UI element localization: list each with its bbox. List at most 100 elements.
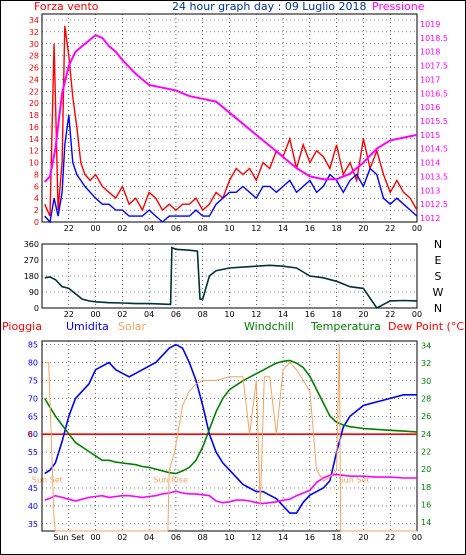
x-tick-label: 20 xyxy=(358,224,368,233)
climate-series xyxy=(42,343,418,532)
sun-event-label: Sun Set xyxy=(339,476,370,485)
x-tick-label: 00 xyxy=(90,310,100,319)
humidity-tick-label: 75 xyxy=(28,376,38,385)
x-tick-label: 00 xyxy=(90,224,100,233)
x-tick-label: 18 xyxy=(332,533,342,542)
sun-event-label: Sun Set xyxy=(32,476,63,485)
solar-line xyxy=(44,344,417,532)
x-tick-label: 02 xyxy=(117,224,127,233)
left-tick-label: 6 xyxy=(34,182,39,191)
left-tick-label: 2 xyxy=(34,206,39,215)
direction-tick-label: 90 xyxy=(29,288,39,297)
right-tick-label: 1013.5 xyxy=(420,172,448,181)
temp-tick-label: 28 xyxy=(421,394,431,403)
x-tick-label: 16 xyxy=(305,224,315,233)
humidity-tick-label: 40 xyxy=(28,502,38,511)
humidity-tick-label: 65 xyxy=(28,412,38,421)
x-tick-label: 00 xyxy=(412,310,422,319)
gust-line xyxy=(44,25,418,217)
left-tick-label: 0 xyxy=(34,218,39,227)
x-tick-label: 18 xyxy=(332,224,342,233)
right-tick-label: 1016.5 xyxy=(420,89,448,98)
compass-w-label: W xyxy=(433,286,444,299)
right-tick-label: 1018.5 xyxy=(420,34,448,43)
left-tick-label: 4 xyxy=(34,194,39,203)
right-tick-label: 1017.5 xyxy=(420,62,448,71)
left-tick-label: 14 xyxy=(29,135,39,144)
x-tick-label: 02 xyxy=(117,310,127,319)
wind-x-axis: 22 00 02 04 06 08 10 12 14 16 18 20 22 00 xyxy=(64,224,422,233)
x-tick-label: 18 xyxy=(332,310,342,319)
compass-n-label: N xyxy=(434,238,442,251)
x-tick-label: 20 xyxy=(358,533,368,542)
temp-tick-label: 18 xyxy=(421,483,431,492)
x-tick-label: 10 xyxy=(224,533,234,542)
direction-series xyxy=(44,246,418,310)
x-tick-label: 22 xyxy=(385,310,395,319)
left-tick-label: 34 xyxy=(29,16,39,25)
climate-x-axis: Sun Set 00 02 04 06 08 10 12 14 16 18 20 22 00 xyxy=(53,533,422,542)
x-tick-label: 06 xyxy=(171,224,181,233)
dewpoint-line xyxy=(44,473,417,505)
humidity-tick-label: 85 xyxy=(28,341,38,350)
x-tick-label: 10 xyxy=(224,310,234,319)
humidity-label: Umidita xyxy=(66,320,109,333)
x-tick-label: 22 xyxy=(385,224,395,233)
humidity-tick-label: 50 xyxy=(28,466,38,475)
x-tick-label: 00 xyxy=(412,533,422,542)
x-tick-label: 08 xyxy=(198,533,208,542)
wind-speed-label: Forza vento xyxy=(34,0,99,13)
direction-tick-label: 360 xyxy=(24,240,39,249)
x-tick-label: 00 xyxy=(90,533,100,542)
x-tick-label: 22 xyxy=(64,310,74,319)
x-tick-label: 04 xyxy=(144,224,154,233)
x-tick-label: 04 xyxy=(144,310,154,319)
left-tick-label: 20 xyxy=(29,99,39,108)
sun-event-label: Sun Rise xyxy=(153,476,188,485)
temp-tick-label: 34 xyxy=(421,341,431,350)
humidity-left-axis: 35 40 45 50 55 60 65 70 75 80 85 0 xyxy=(27,341,38,529)
humidity-tick-label: 55 xyxy=(28,448,38,457)
left-tick-label: 8 xyxy=(34,170,39,179)
rain-label: Pioggia xyxy=(2,320,42,333)
direction-tick-label: 270 xyxy=(24,256,39,265)
x-tick-label: 12 xyxy=(251,310,261,319)
left-tick-label: 12 xyxy=(29,147,39,156)
temp-tick-label: 24 xyxy=(421,430,431,439)
rain-zero-label: 0 xyxy=(27,430,32,439)
temperature-right-axis: 14 16 18 20 22 24 26 28 30 32 34 xyxy=(421,341,431,527)
temperature-line xyxy=(44,359,418,475)
x-tick-label: 14 xyxy=(278,533,288,542)
temp-tick-label: 20 xyxy=(421,465,431,474)
right-tick-label: 1014 xyxy=(420,159,440,168)
humidity-tick-label: 70 xyxy=(28,394,38,403)
humidity-tick-label: 60 xyxy=(28,430,38,439)
x-tick-label: 22 xyxy=(385,533,395,542)
x-tick-label: 20 xyxy=(358,310,368,319)
pressure-right-axis: 1012 1012.5 1013 1013.5 1014 1014.5 1015 1015.5… xyxy=(420,20,448,223)
windchill-label: Windchill xyxy=(244,320,294,333)
x-tick-label: 14 xyxy=(278,310,288,319)
direction-grid xyxy=(42,243,418,309)
temp-tick-label: 16 xyxy=(421,500,431,509)
right-tick-label: 1019 xyxy=(420,20,440,29)
compass-n-label: N xyxy=(434,302,442,315)
direction-x-axis: 22 00 02 04 06 08 10 12 14 16 18 20 22 00 xyxy=(64,310,422,319)
right-tick-label: 1012 xyxy=(420,214,440,223)
left-tick-label: 30 xyxy=(29,40,39,49)
right-tick-label: 1015.5 xyxy=(420,117,448,126)
humidity-line xyxy=(44,343,417,514)
left-tick-label: 22 xyxy=(29,87,39,96)
pressure-line xyxy=(43,33,418,183)
left-tick-label: 26 xyxy=(29,64,39,73)
right-tick-label: 1014.5 xyxy=(420,145,448,154)
direction-tick-label: 0 xyxy=(34,304,39,313)
x-tick-label: Sun Set xyxy=(53,533,84,542)
direction-left-axis: 0 90 180 270 360 xyxy=(24,240,39,313)
pressure-label: Pressione xyxy=(372,0,425,13)
x-tick-label: 08 xyxy=(198,310,208,319)
direction-line xyxy=(44,246,418,310)
